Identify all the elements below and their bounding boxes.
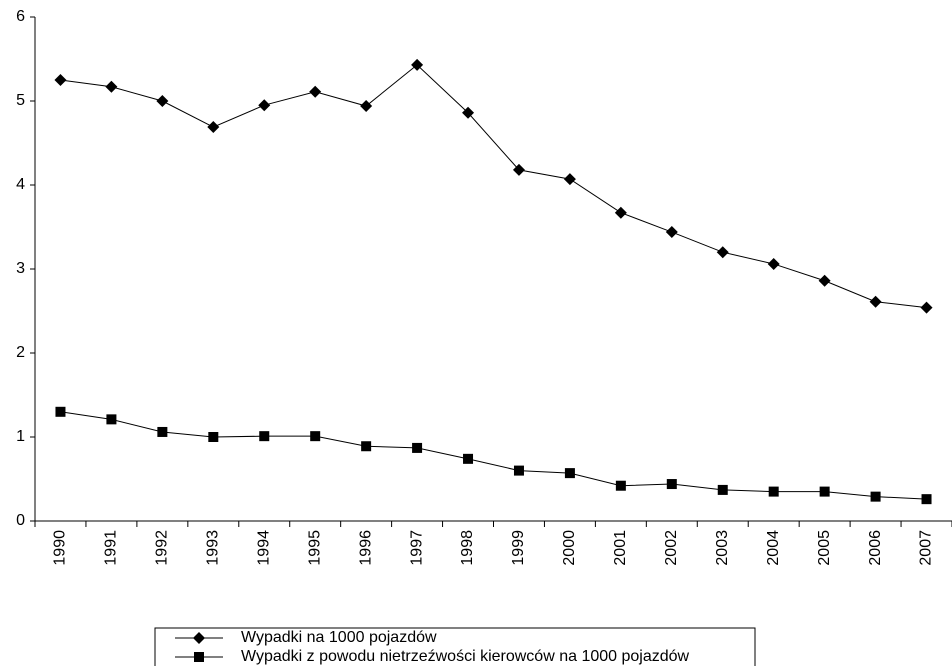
x-tick-label: 2002 [663,530,680,566]
x-tick-label: 1990 [52,530,69,566]
x-tick-label: 1997 [408,530,425,566]
legend-box [154,627,756,666]
x-tick-label: 1998 [459,530,476,566]
marker [666,479,677,490]
marker [563,173,576,186]
marker [361,441,372,452]
y-tick-label: 6 [16,8,25,25]
marker [512,163,525,176]
marker [818,274,831,287]
y-tick-label: 0 [16,512,25,529]
x-tick-label: 1992 [154,530,171,566]
marker [55,406,66,417]
x-tick-label: 2003 [714,530,731,566]
series-line [60,411,927,500]
marker [716,246,729,259]
legend-label: Wypadki z powodu nietrzeźwości kierowców… [241,648,690,665]
x-tick-label: 1999 [510,530,527,566]
marker [614,206,627,219]
x-tick-label: 1994 [255,530,272,566]
marker [869,295,882,308]
marker [412,442,423,453]
marker [105,80,118,93]
x-tick-label: 2005 [816,530,833,566]
marker [768,486,779,497]
marker [921,494,932,505]
x-tick-label: 1993 [205,530,222,566]
y-tick-label: 3 [16,260,25,277]
marker [54,74,67,86]
y-tick-label: 2 [16,344,25,361]
marker [258,99,271,112]
marker [665,226,678,239]
x-tick-label: 2007 [918,530,935,566]
x-tick-label: 1996 [357,530,374,566]
marker [615,480,626,491]
marker [106,414,117,425]
marker [193,632,205,644]
y-tick-label: 1 [16,428,25,445]
marker [767,257,780,270]
marker [157,426,168,437]
marker [208,432,219,442]
legend-label: Wypadki na 1000 pojazdów [241,629,437,646]
x-tick-label: 1995 [306,530,323,566]
marker [513,465,524,476]
marker [411,58,424,71]
series-line [60,64,927,309]
marker [717,484,728,495]
marker [310,431,321,442]
x-tick-label: 2001 [612,530,629,566]
marker [309,85,322,98]
marker [360,100,373,113]
x-tick-label: 2004 [765,530,782,566]
x-tick-label: 1991 [103,530,120,566]
marker [870,491,881,502]
marker [156,95,169,107]
y-tick-label: 5 [16,92,25,109]
x-tick-label: 2000 [561,530,578,566]
marker [194,652,204,662]
marker [564,468,575,479]
marker [462,106,475,119]
marker [259,431,270,442]
marker [819,486,830,497]
marker [207,121,220,134]
marker [463,453,474,464]
x-tick-label: 2006 [867,530,884,566]
marker [920,301,933,314]
y-tick-label: 4 [16,176,25,193]
